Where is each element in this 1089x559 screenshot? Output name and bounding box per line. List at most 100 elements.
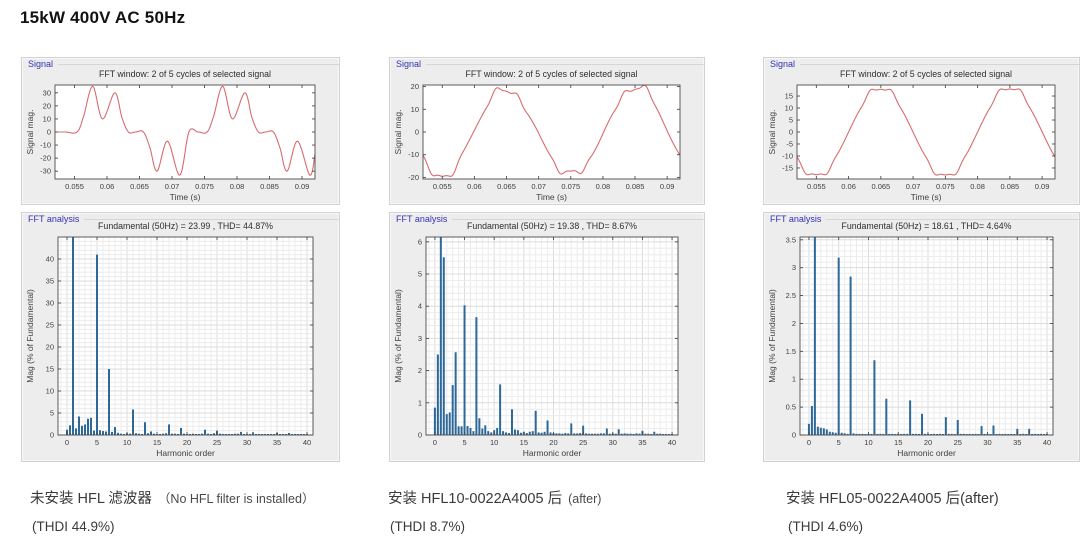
signal-panel-label: Signal bbox=[396, 59, 704, 69]
svg-text:1: 1 bbox=[418, 398, 422, 407]
caption-text-cn: 安装 HFL05-0022A4005 后(after) bbox=[786, 491, 999, 507]
svg-text:0.08: 0.08 bbox=[970, 182, 985, 191]
svg-text:0.065: 0.065 bbox=[497, 182, 516, 191]
svg-text:3: 3 bbox=[792, 263, 796, 272]
signal-panel-3: Signal 0.055 0.06 0.065 0.07 0.075 0.08 0.085 0… bbox=[763, 57, 1080, 205]
fft-chart-2: 0 5 10 15 20 25 30 35 40 0 1 2 3 4 5 6 Fundamental (50Hz… bbox=[393, 221, 679, 458]
svg-text:20: 20 bbox=[549, 438, 557, 447]
svg-text:0.06: 0.06 bbox=[841, 182, 856, 191]
svg-text:FFT window: 2 of 5 cycles of s: FFT window: 2 of 5 cycles of selected si… bbox=[840, 69, 1012, 79]
svg-text:0.09: 0.09 bbox=[660, 182, 675, 191]
caption-note-after: (after) bbox=[568, 492, 602, 506]
svg-text:Mag (% of Fundamental): Mag (% of Fundamental) bbox=[25, 289, 35, 383]
svg-text:0: 0 bbox=[415, 128, 419, 137]
svg-text:Harmonic order: Harmonic order bbox=[897, 448, 956, 458]
caption-thdi-value: (THDI 4.6%) bbox=[788, 519, 864, 534]
caption-thdi-value: (THDI 44.9%) bbox=[32, 519, 115, 534]
svg-text:Harmonic order: Harmonic order bbox=[523, 448, 582, 458]
svg-text:Fundamental (50Hz) = 23.99 , T: Fundamental (50Hz) = 23.99 , THD= 44.87% bbox=[98, 221, 273, 231]
svg-text:Mag (% of Fundamental): Mag (% of Fundamental) bbox=[767, 289, 777, 383]
svg-text:Fundamental (50Hz) = 18.61 , T: Fundamental (50Hz) = 18.61 , THD= 4.64% bbox=[841, 221, 1011, 231]
svg-text:35: 35 bbox=[46, 277, 54, 286]
svg-text:2: 2 bbox=[418, 366, 422, 375]
svg-text:0.06: 0.06 bbox=[100, 182, 115, 191]
svg-text:30: 30 bbox=[609, 438, 617, 447]
svg-text:Time (s): Time (s) bbox=[911, 192, 942, 202]
svg-text:-10: -10 bbox=[40, 141, 51, 150]
caption-no-filter: 未安装 HFL 滤波器 （No HFL filter is installed） … bbox=[30, 487, 314, 534]
caption-line1: 安装 HFL05-0022A4005 后(after) bbox=[786, 487, 1005, 508]
svg-text:40: 40 bbox=[46, 255, 54, 264]
svg-text:Signal mag.: Signal mag. bbox=[25, 110, 35, 155]
svg-text:30: 30 bbox=[243, 438, 251, 447]
svg-text:6: 6 bbox=[418, 237, 422, 246]
svg-text:10: 10 bbox=[785, 104, 793, 113]
svg-text:5: 5 bbox=[50, 409, 54, 418]
svg-text:0.075: 0.075 bbox=[936, 182, 955, 191]
svg-text:15: 15 bbox=[894, 438, 902, 447]
caption-hfl05: 安装 HFL05-0022A4005 后(after) (THDI 4.6%) bbox=[786, 487, 1005, 534]
svg-text:25: 25 bbox=[46, 321, 54, 330]
svg-text:0: 0 bbox=[418, 431, 422, 440]
svg-text:0.09: 0.09 bbox=[295, 182, 310, 191]
svg-text:25: 25 bbox=[579, 438, 587, 447]
svg-text:0: 0 bbox=[789, 128, 793, 137]
svg-text:20: 20 bbox=[183, 438, 191, 447]
svg-text:2: 2 bbox=[792, 319, 796, 328]
svg-text:40: 40 bbox=[303, 438, 311, 447]
svg-text:15: 15 bbox=[153, 438, 161, 447]
svg-text:0.09: 0.09 bbox=[1035, 182, 1050, 191]
svg-text:0: 0 bbox=[433, 438, 437, 447]
svg-text:Time (s): Time (s) bbox=[170, 192, 201, 202]
svg-text:0.07: 0.07 bbox=[906, 182, 921, 191]
svg-text:20: 20 bbox=[411, 82, 419, 91]
signal-panel-label: Signal bbox=[28, 59, 339, 69]
svg-text:35: 35 bbox=[273, 438, 281, 447]
svg-text:10: 10 bbox=[46, 387, 54, 396]
svg-text:0: 0 bbox=[65, 438, 69, 447]
signal-chart-2: 0.055 0.06 0.065 0.07 0.075 0.08 0.085 0.09 -20 -… bbox=[393, 69, 681, 202]
caption-line1: 安装 HFL10-0022A4005 后 (after) bbox=[388, 487, 601, 508]
signal-chart-3: 0.055 0.06 0.065 0.07 0.075 0.08 0.085 0.09 -15 -… bbox=[767, 69, 1056, 202]
svg-text:0.055: 0.055 bbox=[65, 182, 84, 191]
svg-text:0: 0 bbox=[792, 431, 796, 440]
svg-text:10: 10 bbox=[123, 438, 131, 447]
svg-text:35: 35 bbox=[1013, 438, 1021, 447]
svg-text:0: 0 bbox=[807, 438, 811, 447]
signal-panel-2: Signal 0.055 0.06 0.065 0.07 0.075 0.08 0.085 0… bbox=[389, 57, 705, 205]
svg-text:0.085: 0.085 bbox=[1000, 182, 1019, 191]
svg-text:-20: -20 bbox=[408, 173, 419, 182]
fft-panel-3: FFT analysis 0 5 10 15 20 25 30 35 40 0 0.5 1 1.5 2 2.… bbox=[763, 212, 1080, 462]
svg-text:3.5: 3.5 bbox=[786, 235, 796, 244]
svg-text:0.5: 0.5 bbox=[786, 403, 796, 412]
svg-text:-20: -20 bbox=[40, 154, 51, 163]
svg-text:-5: -5 bbox=[786, 139, 793, 148]
svg-text:15: 15 bbox=[785, 92, 793, 101]
svg-text:10: 10 bbox=[864, 438, 872, 447]
svg-text:-10: -10 bbox=[782, 151, 793, 160]
svg-text:30: 30 bbox=[43, 88, 51, 97]
caption-line1: 未安装 HFL 滤波器 （No HFL filter is installed） bbox=[30, 487, 314, 508]
svg-text:2.5: 2.5 bbox=[786, 291, 796, 300]
svg-text:0.075: 0.075 bbox=[561, 182, 580, 191]
fft-panel-label: FFT analysis bbox=[396, 214, 704, 224]
svg-text:0.065: 0.065 bbox=[130, 182, 149, 191]
svg-text:-10: -10 bbox=[408, 150, 419, 159]
svg-text:Harmonic order: Harmonic order bbox=[156, 448, 215, 458]
svg-text:25: 25 bbox=[213, 438, 221, 447]
caption-text-cn: 安装 HFL10-0022A4005 后 bbox=[388, 491, 563, 507]
column-hfl05: Signal 0.055 0.06 0.065 0.07 0.075 0.08 0.085 0… bbox=[763, 57, 1080, 462]
svg-text:20: 20 bbox=[46, 343, 54, 352]
svg-text:20: 20 bbox=[43, 101, 51, 110]
svg-text:5: 5 bbox=[462, 438, 466, 447]
svg-text:5: 5 bbox=[837, 438, 841, 447]
svg-text:0.055: 0.055 bbox=[807, 182, 826, 191]
fft-chart-3: 0 5 10 15 20 25 30 35 40 0 0.5 1 1.5 2 2.5 3 3.5 Fundamen… bbox=[767, 221, 1054, 458]
fft-panel-label: FFT analysis bbox=[28, 214, 339, 224]
signal-panel-1: Signal 0.055 0.06 0.065 0.07 0.075 0.08 0.085 0… bbox=[21, 57, 340, 205]
svg-text:0: 0 bbox=[50, 431, 54, 440]
svg-text:Fundamental (50Hz) = 19.38 , T: Fundamental (50Hz) = 19.38 , THD= 8.67% bbox=[467, 221, 637, 231]
svg-text:5: 5 bbox=[789, 116, 793, 125]
svg-text:0.06: 0.06 bbox=[467, 182, 482, 191]
